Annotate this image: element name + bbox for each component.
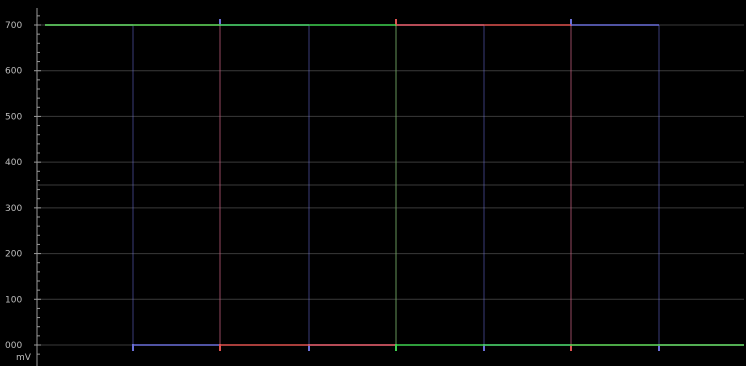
- unit-label: mV: [16, 353, 32, 363]
- green-trace: [45, 24, 744, 351]
- tick-label-200: 200: [5, 250, 22, 260]
- mv-axis: 700 600 500 400 300 200 100 000: [5, 8, 41, 366]
- tick-label-400: 400: [5, 158, 22, 168]
- tick-label-000: 000: [5, 341, 22, 351]
- tick-label-600: 600: [5, 67, 22, 77]
- tick-label-500: 500: [5, 112, 22, 122]
- tick-label-100: 100: [5, 295, 22, 305]
- graticule: [38, 24, 744, 346]
- tick-label-300: 300: [5, 204, 22, 214]
- rgb-traces: [45, 19, 744, 351]
- tick-label-700: 700: [5, 21, 22, 31]
